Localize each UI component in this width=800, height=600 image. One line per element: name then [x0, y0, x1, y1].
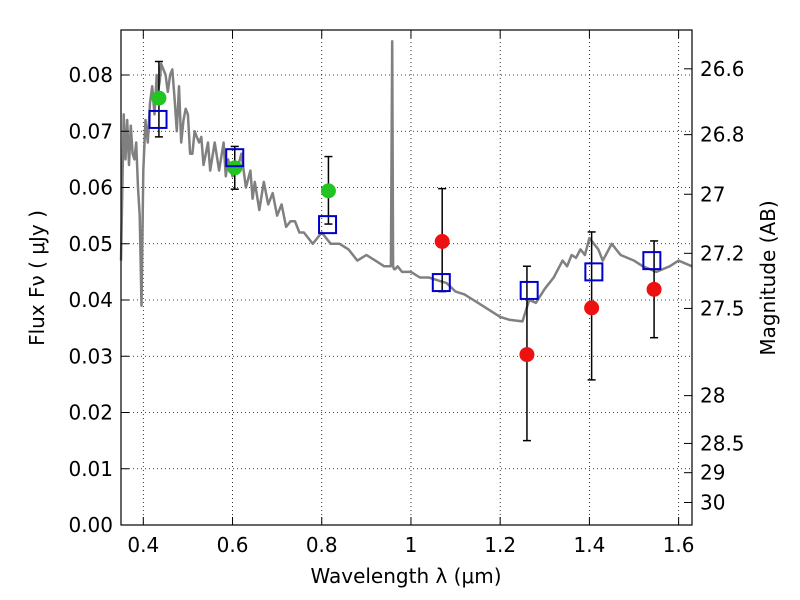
x-tick-label: 1.2 [484, 533, 516, 557]
magnitude-tick-label: 27.5 [700, 296, 745, 320]
y-tick-label: 0.06 [68, 176, 113, 200]
observed-red-point [519, 347, 535, 363]
y-tick-label: 0.03 [68, 344, 113, 368]
magnitude-tick-label: 27 [700, 182, 725, 206]
magnitude-tick-label: 27.2 [700, 241, 745, 265]
observed-red-point [584, 300, 600, 316]
model-square [642, 251, 662, 271]
y-tick-label: 0.07 [68, 119, 113, 143]
magnitude-tick-label: 26.6 [700, 57, 745, 81]
x-tick-label: 0.8 [306, 533, 338, 557]
x-tick-label: 0.4 [127, 533, 159, 557]
plot-frame [120, 29, 693, 526]
model-square [225, 148, 245, 168]
model-square [431, 273, 451, 293]
magnitude-tick-label: 30 [700, 491, 725, 515]
magnitude-tick-label: 28 [700, 384, 725, 408]
y-axis-label-left: Flux Fν ( μJy ) [25, 210, 49, 346]
x-tick-label: 1.4 [573, 533, 605, 557]
markers [148, 90, 662, 363]
observed-green-point [227, 160, 243, 176]
x-tick-label: 1.6 [663, 533, 695, 557]
observed-red-point [434, 234, 450, 249]
observed-green-point [151, 90, 167, 106]
x-tick-label: 0.6 [217, 533, 249, 557]
observed-green-point [320, 183, 336, 199]
model-square [148, 109, 168, 129]
y-tick-label: 0.01 [68, 457, 113, 481]
ticks: 0.4 0.6 0.8 1 1.2 1.4 1.6 0.00 0.01 0.02 0.03 0.04 0… [68, 30, 745, 557]
x-tick-label: 1 [405, 533, 418, 557]
y-tick-label: 0.04 [68, 288, 113, 312]
model-square [318, 215, 338, 235]
grid [121, 30, 692, 526]
model-square [519, 280, 539, 300]
magnitude-tick-label: 28.5 [700, 431, 745, 455]
y-tick-label: 0.05 [68, 232, 113, 256]
magnitude-tick-label: 29 [700, 461, 725, 485]
y-tick-label: 0.02 [68, 401, 113, 425]
y-tick-label: 0.08 [68, 63, 113, 87]
model-square [584, 262, 604, 282]
magnitude-tick-label: 26.8 [700, 123, 745, 147]
observed-red-point [646, 281, 662, 297]
y-axis-label-right: Magnitude (AB) [756, 200, 780, 355]
y-tick-label: 0.00 [68, 513, 113, 537]
x-axis-label: Wavelength λ (μm) [310, 564, 501, 588]
